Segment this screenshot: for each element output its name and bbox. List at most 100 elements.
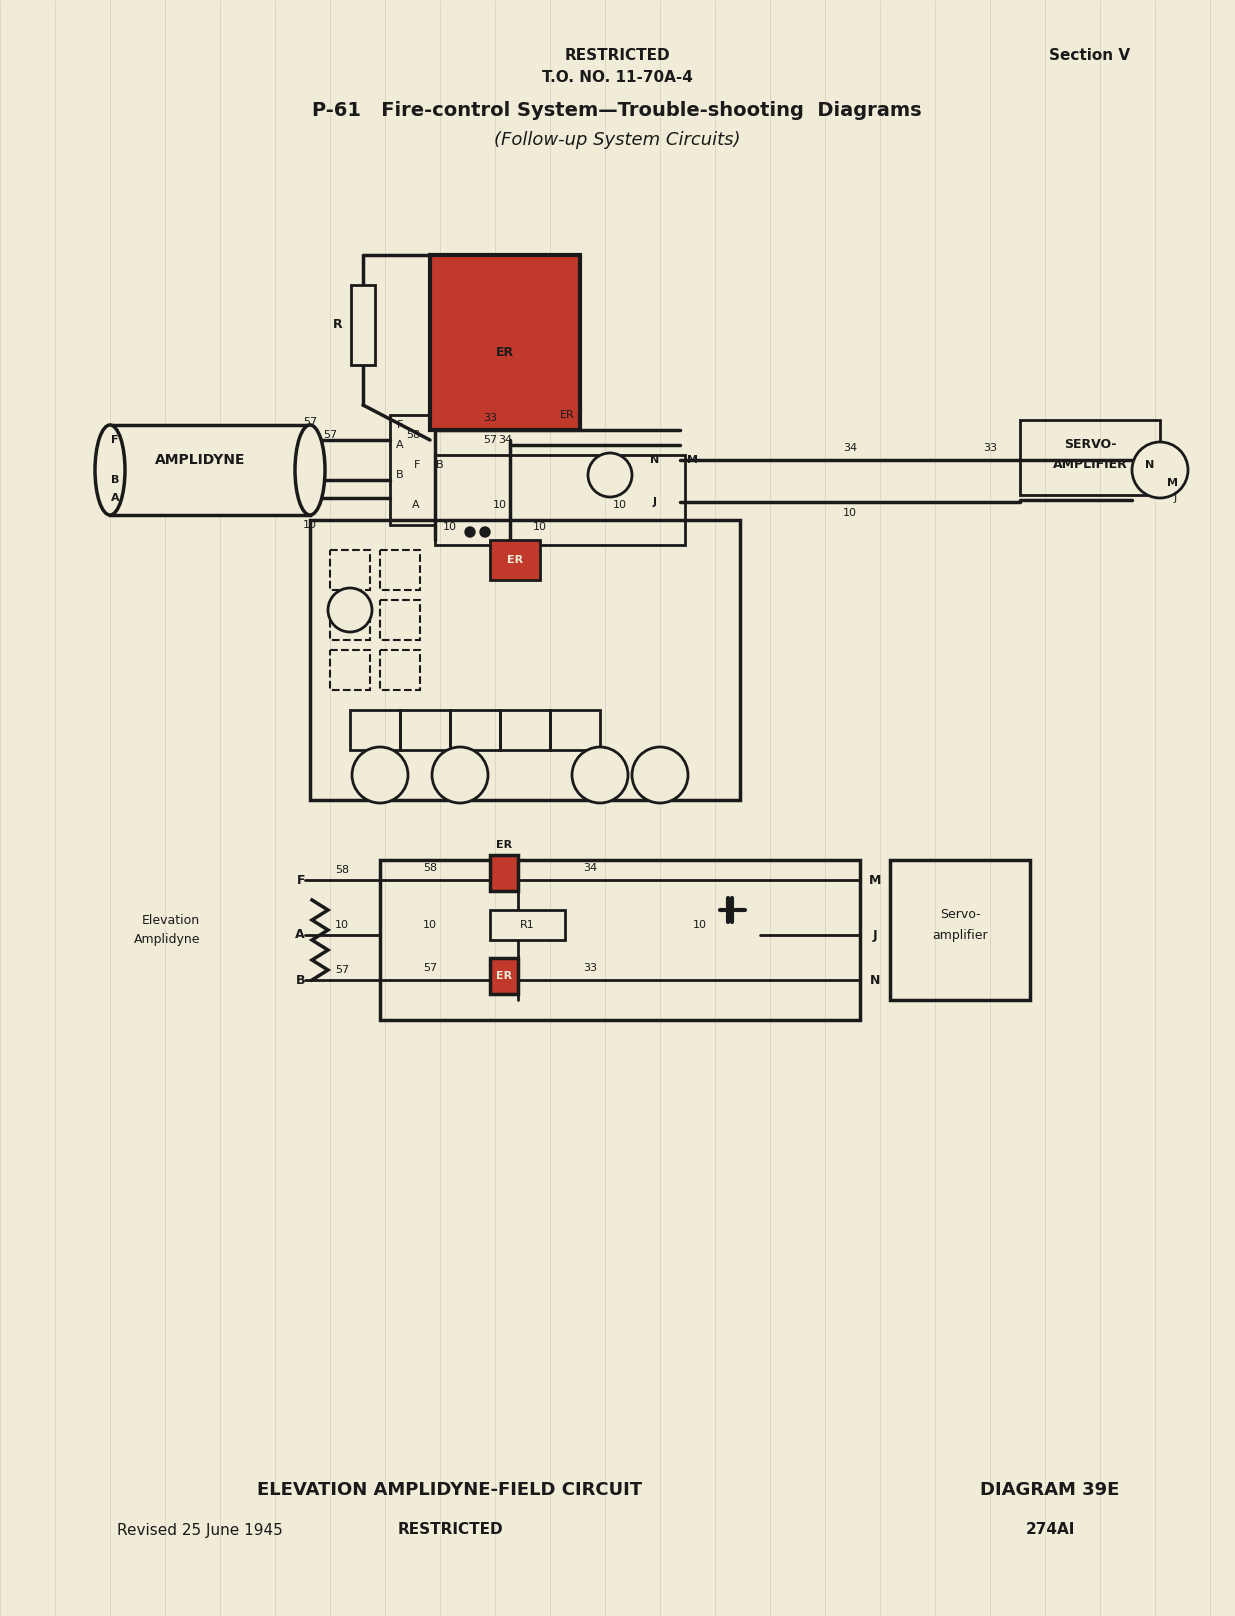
Text: 10: 10 (303, 520, 317, 530)
Text: RESTRICTED: RESTRICTED (564, 47, 669, 63)
Text: M: M (868, 874, 882, 887)
Circle shape (352, 747, 408, 803)
Text: A: A (295, 929, 305, 942)
Bar (490, 910, 564, 941)
Text: 57: 57 (303, 417, 317, 427)
Text: N: N (651, 456, 659, 465)
Text: N: N (869, 973, 881, 986)
Text: 57: 57 (422, 963, 437, 973)
Bar (890, 860, 1030, 1000)
Text: B: B (436, 461, 443, 470)
Text: 57: 57 (322, 430, 337, 440)
Text: ER: ER (496, 971, 513, 981)
Bar (435, 456, 685, 545)
Text: 34: 34 (844, 443, 857, 452)
Text: DIAGRAM 39E: DIAGRAM 39E (981, 1480, 1120, 1500)
Text: J: J (873, 929, 877, 942)
Text: Section V: Section V (1049, 47, 1130, 63)
Circle shape (632, 747, 688, 803)
Text: RESTRICTED: RESTRICTED (398, 1522, 503, 1537)
Text: 58: 58 (406, 430, 420, 440)
Text: 57: 57 (335, 965, 350, 974)
Bar (430, 255, 580, 430)
Ellipse shape (95, 425, 125, 516)
Text: M: M (688, 456, 699, 465)
Text: 33: 33 (583, 963, 597, 973)
Bar (490, 540, 540, 580)
Circle shape (572, 747, 629, 803)
Bar (400, 709, 450, 750)
Circle shape (466, 527, 475, 537)
Text: 10: 10 (844, 507, 857, 519)
Bar (550, 709, 600, 750)
Text: 274AI: 274AI (1025, 1522, 1074, 1537)
Bar (1020, 420, 1160, 494)
Circle shape (1132, 443, 1188, 498)
Text: M: M (1167, 478, 1177, 488)
Text: T.O. NO. 11-70A-4: T.O. NO. 11-70A-4 (542, 71, 693, 86)
Text: J: J (653, 498, 657, 507)
Text: R: R (333, 318, 343, 331)
Bar (390, 415, 435, 525)
Text: AMPLIFIER: AMPLIFIER (1052, 459, 1128, 472)
Text: 58: 58 (422, 863, 437, 873)
Text: A: A (412, 499, 420, 511)
Text: Amplidyne: Amplidyne (133, 934, 200, 947)
Text: A: A (396, 440, 404, 449)
Bar (330, 549, 370, 590)
Text: 10: 10 (613, 499, 627, 511)
Bar (310, 520, 740, 800)
Text: 58: 58 (335, 865, 350, 874)
Text: AMPLIDYNE: AMPLIDYNE (154, 452, 246, 467)
Text: 33: 33 (983, 443, 997, 452)
Text: ER: ER (561, 410, 576, 420)
Text: 34: 34 (498, 435, 513, 444)
Text: Revised 25 June 1945: Revised 25 June 1945 (117, 1522, 283, 1537)
Text: 10: 10 (534, 522, 547, 532)
Ellipse shape (295, 425, 325, 516)
Text: A: A (111, 493, 120, 503)
Bar (380, 860, 860, 1020)
Bar (110, 425, 310, 516)
Text: R1: R1 (520, 920, 535, 929)
Bar (330, 600, 370, 640)
Bar (380, 650, 420, 690)
Text: SERVO-: SERVO- (1063, 438, 1116, 451)
Text: Servo-: Servo- (940, 908, 981, 921)
Bar (380, 600, 420, 640)
Text: 33: 33 (483, 414, 496, 423)
Text: F: F (414, 461, 420, 470)
Circle shape (329, 588, 372, 632)
Text: 10: 10 (693, 920, 706, 929)
Bar (380, 549, 420, 590)
Text: P-61   Fire-control System—Trouble-shooting  Diagrams: P-61 Fire-control System—Trouble-shootin… (312, 100, 921, 120)
Text: 10: 10 (493, 499, 508, 511)
Bar (490, 855, 517, 890)
Text: 10: 10 (335, 920, 350, 929)
Text: Elevation: Elevation (142, 913, 200, 926)
Text: ER: ER (506, 554, 524, 566)
Bar (350, 709, 400, 750)
Text: ER: ER (496, 346, 514, 359)
Bar (450, 709, 500, 750)
Text: 57: 57 (483, 435, 496, 444)
Circle shape (480, 527, 490, 537)
Bar (500, 709, 550, 750)
Text: (Follow-up System Circuits): (Follow-up System Circuits) (494, 131, 740, 149)
Text: 10: 10 (424, 920, 437, 929)
Text: F: F (111, 435, 119, 444)
Text: amplifier: amplifier (932, 929, 988, 942)
Bar (490, 958, 517, 994)
Text: J: J (1173, 493, 1177, 503)
Circle shape (588, 452, 632, 498)
Text: 34: 34 (583, 863, 597, 873)
Text: B: B (111, 475, 120, 485)
Text: F: F (296, 874, 305, 887)
Text: N: N (1145, 461, 1155, 470)
Bar (351, 284, 375, 365)
Text: B: B (295, 973, 305, 986)
Text: B: B (396, 470, 404, 480)
Text: ELEVATION AMPLIDYNE-FIELD CIRCUIT: ELEVATION AMPLIDYNE-FIELD CIRCUIT (257, 1480, 642, 1500)
Text: ER: ER (496, 840, 513, 850)
Circle shape (432, 747, 488, 803)
